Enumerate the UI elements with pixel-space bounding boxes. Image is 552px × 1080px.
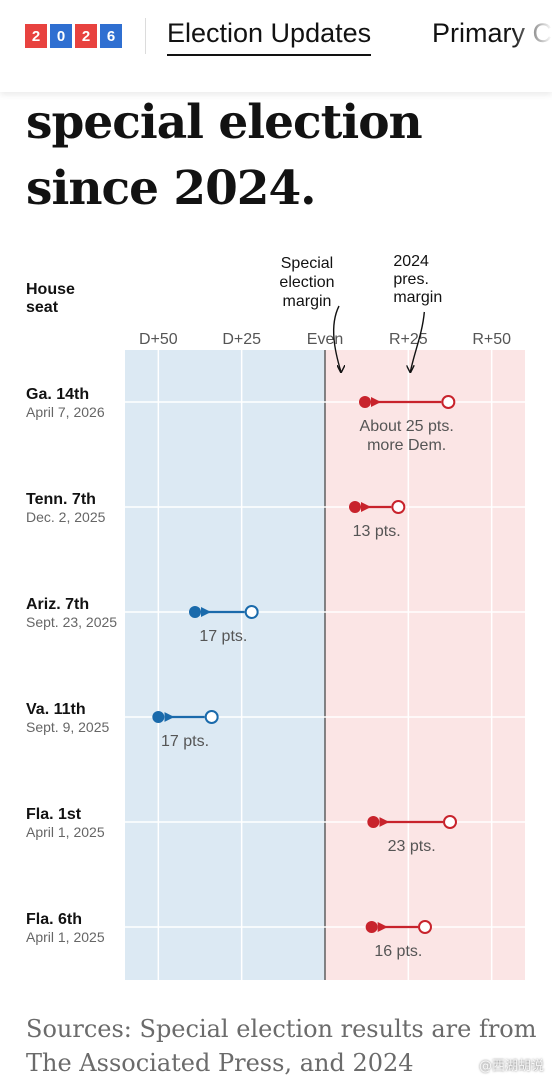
chart-annotations: Special election margin 2024 pres. margin xyxy=(279,253,442,372)
annotation-line: pres. xyxy=(393,271,429,288)
special-margin-dot xyxy=(349,501,361,513)
axis-tick-labels: D+50 D+25 Even R+25 R+50 xyxy=(139,331,511,348)
sources-note: Sources: Special election results are fr… xyxy=(26,1015,537,1077)
annotation-line: margin xyxy=(393,289,442,306)
shift-label: 23 pts. xyxy=(388,838,436,855)
seat-date: April 7, 2026 xyxy=(26,404,105,420)
shift-label: more Dem. xyxy=(367,437,446,454)
column-header-house-seat: House seat xyxy=(26,281,79,316)
annotation-line: margin xyxy=(283,293,332,310)
axis-tick-label: R+50 xyxy=(472,331,511,348)
axis-tick-label: D+50 xyxy=(139,331,178,348)
badge-digit: 0 xyxy=(50,24,72,48)
shift-label: 13 pts. xyxy=(353,523,401,540)
pres-margin-dot xyxy=(441,395,456,409)
axis-tick-label: R+25 xyxy=(389,331,428,348)
seat-label: Ga. 14th xyxy=(26,386,89,403)
badge-digit: 2 xyxy=(75,24,97,48)
tab-scroll-fade xyxy=(512,0,552,92)
axis-tick-label: Even xyxy=(307,331,343,348)
special-margin-dot xyxy=(152,711,165,723)
top-header: 2 0 2 6 Election Updates Primary C xyxy=(0,0,552,92)
seat-date: April 1, 2025 xyxy=(26,824,105,840)
annotation-line: Special xyxy=(281,255,333,272)
axis-tick-label: D+25 xyxy=(222,331,261,348)
annotation-line: election xyxy=(279,274,334,291)
dem-side-background xyxy=(125,350,325,980)
headline: special election since 2024. xyxy=(26,95,423,216)
seat-label: Fla. 1st xyxy=(26,806,82,823)
header-divider xyxy=(145,18,146,54)
shift-label: 17 pts. xyxy=(161,733,209,750)
annotation-special-margin: Special election margin xyxy=(279,255,334,310)
seat-label: Va. 11th xyxy=(26,701,86,718)
annotation-pres-margin: 2024 pres. margin xyxy=(393,253,442,306)
shift-label: 17 pts. xyxy=(199,628,247,645)
tab-election-updates[interactable]: Election Updates xyxy=(167,18,372,56)
pres-margin-dot xyxy=(244,605,259,619)
seat-date: Sept. 9, 2025 xyxy=(26,719,110,735)
annotation-pointer xyxy=(333,305,341,372)
year-badge-logo[interactable]: 2 0 2 6 xyxy=(25,24,122,48)
special-margin-dot xyxy=(189,606,201,618)
special-margin-dot xyxy=(359,396,371,408)
pres-margin-dot xyxy=(391,500,406,514)
seat-label: Ariz. 7th xyxy=(26,596,89,613)
seat-date: April 1, 2025 xyxy=(26,929,105,945)
special-margin-dot xyxy=(365,921,378,933)
pres-margin-dot xyxy=(204,710,219,724)
shift-label: About 25 pts. xyxy=(360,418,454,435)
shift-label: 16 pts. xyxy=(374,943,422,960)
seat-date: Sept. 23, 2025 xyxy=(26,614,117,630)
badge-digit: 2 xyxy=(25,24,47,48)
margin-shift-chart: D+50 D+25 Even R+25 R+50 House seat Special e… xyxy=(26,253,525,980)
annotation-line: 2024 xyxy=(393,253,429,270)
seat-label: Fla. 6th xyxy=(26,911,82,928)
watermark: @西湖胡说 xyxy=(478,1059,544,1074)
badge-digit: 6 xyxy=(100,24,122,48)
pres-margin-dot xyxy=(418,920,432,934)
special-margin-dot xyxy=(367,816,380,828)
annotation-pointer xyxy=(410,311,426,372)
gridlines xyxy=(157,350,493,980)
pres-margin-dot xyxy=(443,815,457,829)
seat-label: Tenn. 7th xyxy=(26,491,96,508)
seat-date: Dec. 2, 2025 xyxy=(26,509,106,525)
